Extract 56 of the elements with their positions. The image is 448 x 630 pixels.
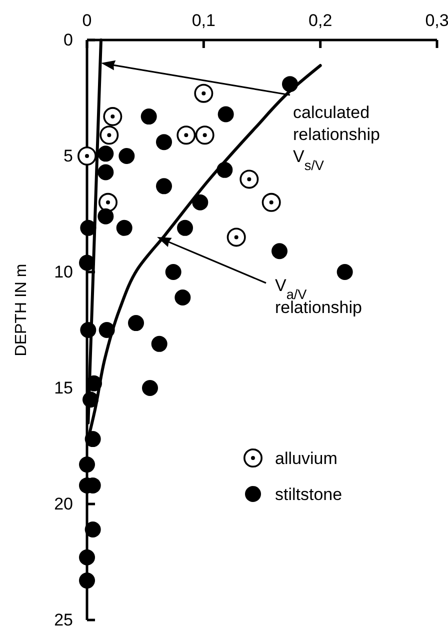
point (118, 148, 135, 164)
point (80, 220, 96, 236)
point (156, 178, 172, 194)
y-tick-label: 15 (54, 378, 73, 398)
point (142, 380, 158, 396)
point (79, 572, 95, 589)
y-tick-label: 0 (64, 30, 73, 50)
point (192, 194, 208, 210)
point (84, 431, 101, 448)
y-tick-label: 10 (54, 262, 73, 282)
point (98, 322, 115, 338)
point (174, 290, 191, 306)
legend-label: stiltstone (275, 485, 342, 504)
y-tick-label: 20 (54, 494, 73, 514)
x-tick-label: 0,1 (192, 11, 216, 30)
y-tick-label: 25 (54, 610, 73, 630)
annotation: V$_{a/V}$ relationship (275, 276, 362, 317)
point (100, 126, 119, 145)
point (226, 228, 246, 247)
point (98, 208, 114, 224)
point (240, 170, 259, 189)
point (86, 375, 102, 392)
point (194, 84, 214, 103)
point (176, 126, 196, 145)
y-tick-label: 5 (64, 146, 73, 166)
point (151, 336, 168, 352)
point (156, 134, 172, 150)
point (128, 315, 144, 332)
point (79, 456, 95, 473)
annotation: calculated relationship V$_{s/V}$ (293, 103, 380, 172)
point (103, 107, 122, 126)
legend-label: alluvium (275, 449, 338, 468)
point (218, 106, 234, 122)
point (165, 264, 182, 280)
point (177, 220, 193, 236)
x-tick-label: 0,2 (308, 11, 332, 30)
point (336, 264, 353, 280)
point (78, 146, 96, 166)
point (195, 126, 214, 145)
point (84, 522, 101, 538)
point (82, 392, 98, 408)
point (216, 162, 233, 178)
point (282, 76, 298, 92)
x-tick-label: 0 (82, 11, 92, 30)
point (80, 322, 96, 338)
x-tick-label: 0,3 (425, 11, 448, 30)
point (79, 254, 95, 271)
point (98, 164, 114, 180)
point (262, 192, 281, 212)
point (140, 108, 157, 125)
point (116, 220, 132, 236)
point (98, 192, 118, 212)
point (79, 549, 95, 566)
point (272, 243, 288, 260)
y-axis-title: DEPTH IN m (13, 264, 30, 356)
point (98, 146, 114, 162)
